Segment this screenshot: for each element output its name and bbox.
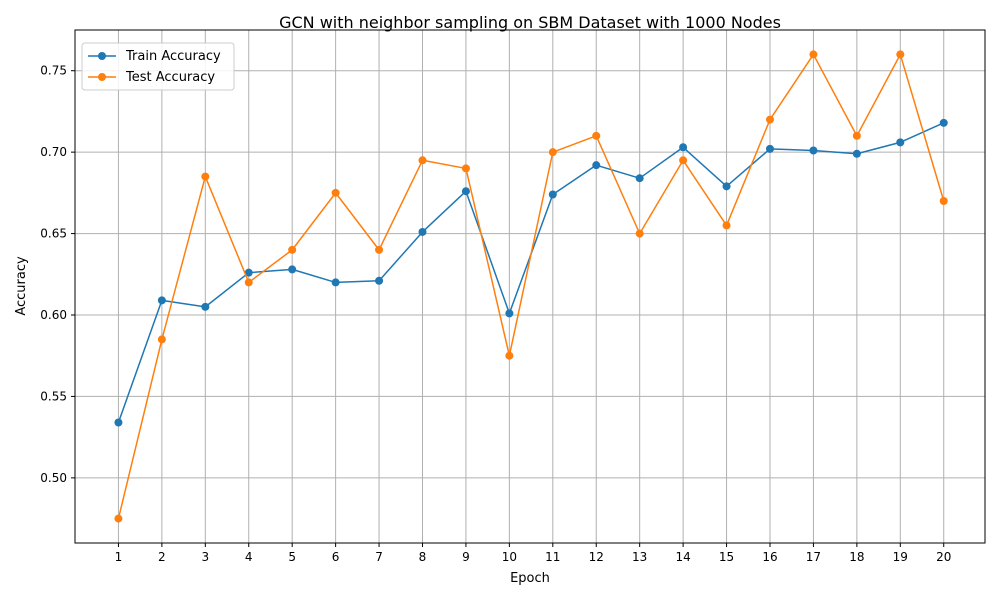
x-tick-label: 14 — [675, 550, 690, 564]
x-tick-label: 4 — [245, 550, 253, 564]
x-axis-label: Epoch — [510, 571, 550, 586]
data-point-train — [765, 144, 774, 153]
series-layer — [114, 50, 948, 523]
x-tick-label: 15 — [719, 550, 734, 564]
x-axis-ticks: 1 2 3 4 5 6 7 8 9 10 11 12 13 14 15 16 17 18 19 20 — [115, 543, 951, 564]
x-tick-label: 7 — [375, 550, 383, 564]
x-tick-label: 8 — [419, 550, 427, 564]
legend-box — [81, 42, 235, 91]
data-point-test — [244, 278, 253, 287]
data-point-train — [418, 227, 427, 236]
data-point-test — [679, 156, 688, 165]
data-point-test — [896, 50, 905, 59]
x-tick-label: 1 — [115, 550, 123, 564]
x-tick-label: 9 — [462, 550, 470, 564]
data-point-train — [157, 296, 166, 305]
legend: Train Accuracy Test Accuracy — [81, 42, 235, 91]
y-tick-label: 0.75 — [40, 64, 67, 78]
data-point-test — [592, 131, 601, 140]
data-point-train — [896, 138, 905, 147]
chart-title: GCN with neighbor sampling on SBM Datase… — [279, 13, 781, 32]
data-point-test — [375, 245, 384, 254]
data-point-train — [852, 149, 861, 158]
y-axis-label: Accuracy — [14, 256, 29, 316]
x-tick-label: 3 — [201, 550, 209, 564]
data-point-train — [635, 174, 644, 183]
x-tick-label: 13 — [632, 550, 647, 564]
data-point-train — [201, 302, 210, 311]
legend-marker-test — [98, 73, 106, 81]
x-tick-label: 17 — [806, 550, 821, 564]
data-point-test — [809, 50, 818, 59]
x-tick-label: 18 — [849, 550, 864, 564]
data-point-train — [505, 309, 514, 318]
x-tick-label: 20 — [936, 550, 951, 564]
x-tick-label: 10 — [502, 550, 517, 564]
legend-label-train: Train Accuracy — [125, 49, 221, 64]
data-point-test — [114, 514, 123, 523]
data-point-test — [331, 188, 340, 197]
data-point-train — [244, 268, 253, 277]
data-point-test — [201, 172, 210, 181]
data-point-test — [548, 148, 557, 157]
x-tick-label: 5 — [288, 550, 296, 564]
data-point-train — [114, 418, 123, 427]
data-point-train — [375, 276, 384, 285]
series-line-test — [117, 53, 945, 519]
legend-label-test: Test Accuracy — [125, 70, 215, 85]
data-point-test — [765, 115, 774, 124]
data-point-test — [852, 131, 861, 140]
data-point-train — [679, 143, 688, 152]
x-tick-label: 6 — [332, 550, 340, 564]
y-tick-label: 0.50 — [40, 471, 67, 485]
data-point-test — [288, 245, 297, 254]
data-point-test — [505, 351, 514, 360]
data-point-test — [635, 229, 644, 238]
x-tick-label: 11 — [545, 550, 560, 564]
data-point-train — [939, 118, 948, 127]
data-point-test — [157, 335, 166, 344]
x-tick-label: 16 — [762, 550, 777, 564]
data-point-test — [939, 197, 948, 205]
x-tick-label: 2 — [158, 550, 166, 564]
data-point-train — [288, 265, 297, 274]
data-point-test — [722, 221, 731, 230]
legend-marker-train — [98, 52, 106, 60]
plot-frame — [74, 29, 986, 544]
data-point-train — [548, 190, 557, 199]
data-point-train — [592, 161, 601, 170]
series-line-train — [117, 122, 945, 423]
data-point-train — [722, 182, 731, 191]
x-tick-label: 12 — [589, 550, 604, 564]
y-tick-label: 0.65 — [40, 227, 67, 241]
y-tick-label: 0.60 — [40, 308, 67, 322]
y-tick-label: 0.70 — [40, 145, 67, 159]
data-point-test — [418, 156, 427, 165]
data-point-train — [331, 278, 340, 287]
data-point-train — [461, 187, 470, 196]
y-axis-ticks: 0.50 0.55 0.60 0.65 0.70 0.75 — [40, 64, 75, 485]
grid-layer — [75, 30, 985, 543]
data-point-test — [461, 164, 470, 173]
data-point-train — [809, 146, 818, 155]
x-tick-label: 19 — [893, 550, 908, 564]
y-tick-label: 0.55 — [40, 389, 67, 403]
